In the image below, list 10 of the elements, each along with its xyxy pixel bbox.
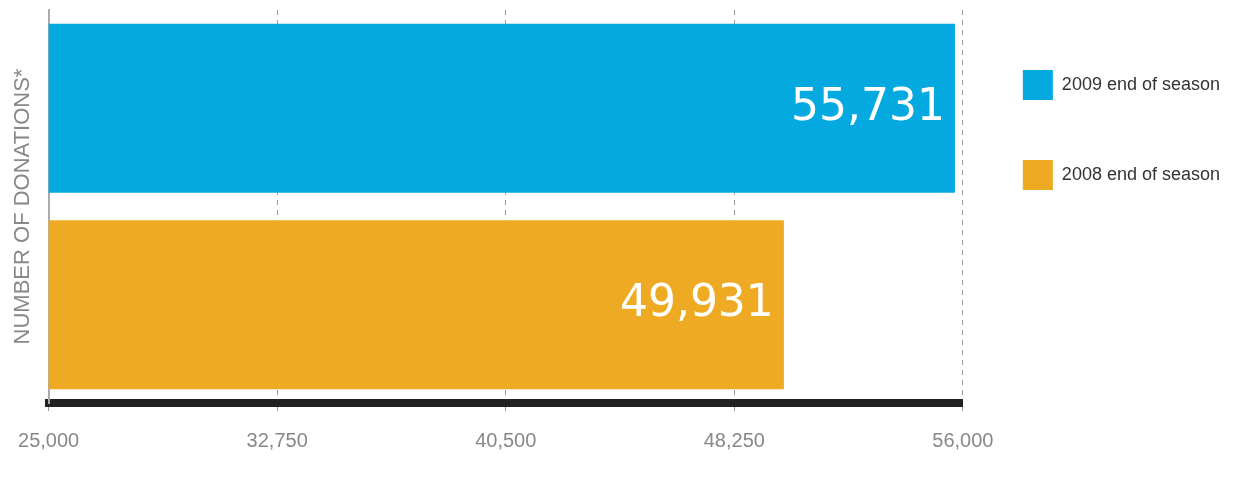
legend-label: 2008 end of season bbox=[1061, 163, 1221, 184]
x-tick-label: 40,500 bbox=[475, 428, 537, 451]
y-axis-title: NUMBER OF DONATIONS* bbox=[9, 68, 35, 345]
data-label: 55,731 bbox=[790, 78, 945, 130]
x-tick-label: 25,000 bbox=[18, 428, 80, 451]
x-tick-label: 32,750 bbox=[246, 428, 308, 451]
x-tick-label: 48,250 bbox=[703, 428, 765, 451]
x-tick-label: 56,000 bbox=[932, 428, 994, 451]
data-label: 49,931 bbox=[619, 275, 774, 327]
legend-label: 2009 end of season bbox=[1061, 73, 1221, 94]
